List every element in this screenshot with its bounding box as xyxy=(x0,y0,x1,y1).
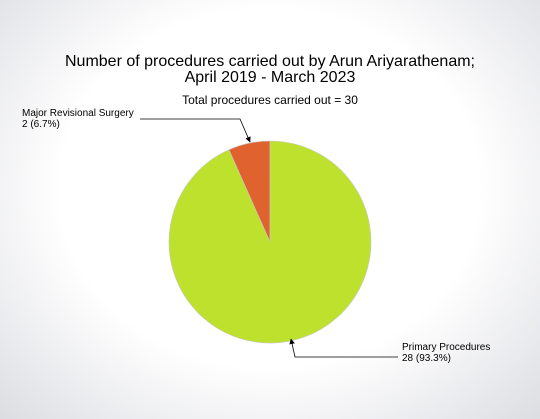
leader-line xyxy=(140,118,251,143)
chart-title: Number of procedures carried out by Arun… xyxy=(65,53,475,70)
pie-slice xyxy=(168,140,372,344)
value-label: 2 (6.7%) xyxy=(22,119,60,130)
chart-title: April 2019 - March 2023 xyxy=(185,69,356,86)
slice-label: Major Revisional Surgery xyxy=(22,108,134,119)
chart-subtitle: Total procedures carried out = 30 xyxy=(182,93,358,107)
slice-label: Primary Procedures xyxy=(402,342,490,353)
leader-line xyxy=(289,338,398,358)
value-label: 28 (93.3%) xyxy=(402,353,451,364)
